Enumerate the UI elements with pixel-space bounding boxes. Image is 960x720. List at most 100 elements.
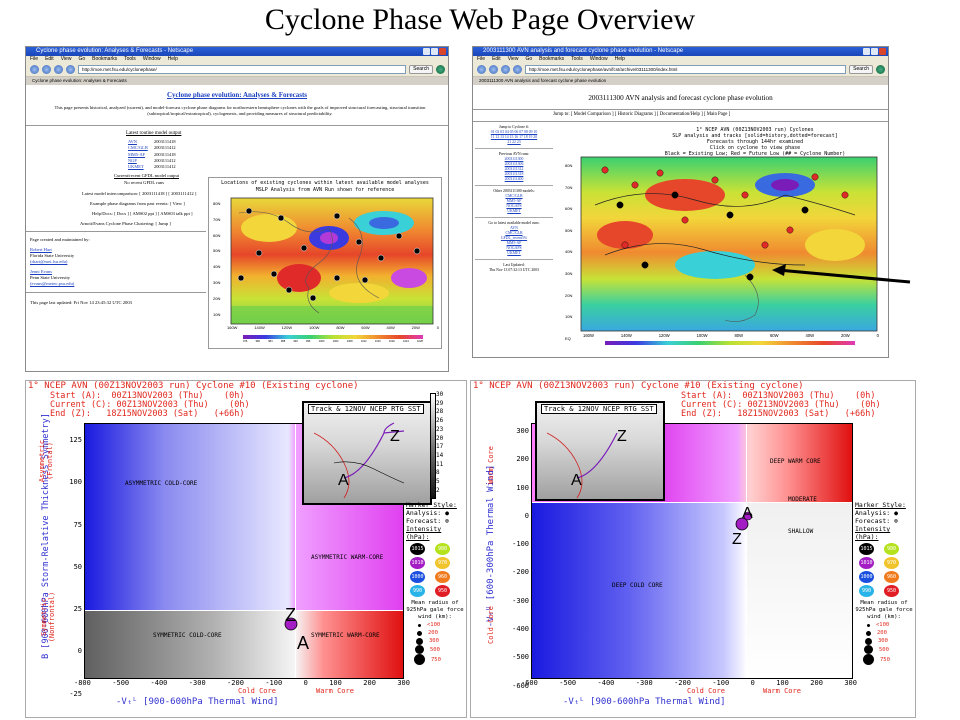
minimize-button[interactable] bbox=[863, 48, 870, 55]
help-links[interactable]: Help/Docs: [ Docs ] [ AMS02 ppt ] [ AMS0… bbox=[92, 211, 193, 216]
menu-window[interactable]: Window bbox=[589, 56, 608, 62]
previous-run-link[interactable]: 2003111312 bbox=[504, 167, 524, 171]
left-plot-end: End (Z): 18Z15NOV2003 (Sat) (+66h) bbox=[50, 409, 245, 419]
menu-help[interactable]: Help bbox=[167, 56, 178, 62]
previous-run-link[interactable]: 2003111300 bbox=[504, 157, 524, 161]
legend-radius-row: 500 bbox=[855, 645, 913, 654]
other-model-link[interactable]: MM5-AF bbox=[506, 199, 522, 203]
menu-file[interactable]: File bbox=[477, 56, 486, 62]
menu-view[interactable]: View bbox=[60, 56, 72, 62]
author2-email[interactable]: (evans@meteo.psu.edu) bbox=[30, 281, 75, 286]
model-link-mm5[interactable]: MM5-AF bbox=[128, 151, 146, 157]
lon-label: 40W bbox=[386, 325, 395, 330]
example-link[interactable]: Example phase diagrams from past events:… bbox=[90, 201, 185, 206]
sst-label: 30 bbox=[436, 391, 444, 398]
author1-link[interactable]: Robert Hart bbox=[30, 247, 52, 252]
reload-icon[interactable] bbox=[54, 65, 63, 74]
reload-icon[interactable] bbox=[501, 65, 510, 74]
menu-bookmarks[interactable]: Bookmarks bbox=[92, 56, 118, 62]
model-link-ngp[interactable]: NGP bbox=[128, 157, 137, 163]
ytick: 100 bbox=[516, 483, 529, 492]
close-button[interactable] bbox=[879, 48, 886, 55]
model-link-cmc[interactable]: CMC/GLB bbox=[128, 145, 148, 151]
left-cyclone-map[interactable]: Locations of existing cyclones within la… bbox=[208, 177, 442, 349]
radius-label: 750 bbox=[431, 656, 441, 663]
maximize-button[interactable] bbox=[871, 48, 878, 55]
close-button[interactable] bbox=[439, 48, 446, 55]
lon-label: 80W bbox=[336, 325, 345, 330]
model-link-ukmet[interactable]: UKMET bbox=[128, 164, 144, 170]
left-tab[interactable]: Cyclone phase evolution: Analyses & Fore… bbox=[26, 77, 448, 85]
forward-icon[interactable] bbox=[42, 65, 51, 74]
sst-label: 8 bbox=[436, 469, 440, 477]
right-cyclone-map[interactable]: 1° NCEP AVN (00Z13NOV2003 run) Cyclones … bbox=[565, 125, 881, 351]
lat-label: 50N bbox=[565, 227, 573, 233]
goto-model-link[interactable]: UKMET bbox=[507, 251, 521, 255]
right-plot-start: Start (A): 00Z13NOV2003 (Thu) (0h) bbox=[681, 391, 876, 401]
intercomparison-links[interactable]: Latest model intercomparison: [ 20031114… bbox=[82, 191, 197, 196]
cyclone-links-row2[interactable]: 11 12 13 14 15 16 17 18 19 20 bbox=[490, 135, 538, 139]
menu-edit[interactable]: Edit bbox=[492, 56, 501, 62]
previous-run-link[interactable]: 2003111306 bbox=[504, 162, 524, 166]
menu-tools[interactable]: Tools bbox=[124, 56, 136, 62]
right-search-button[interactable]: Search bbox=[849, 65, 873, 74]
minimize-button[interactable] bbox=[423, 48, 430, 55]
last-updated-label: Last Updated: bbox=[503, 263, 525, 267]
menu-go[interactable]: Go bbox=[78, 56, 86, 62]
maximize-button[interactable] bbox=[431, 48, 438, 55]
right-tab[interactable]: 2003111300 AVN analysis and forecast cyc… bbox=[473, 77, 888, 85]
stop-icon[interactable] bbox=[513, 65, 522, 74]
menu-view[interactable]: View bbox=[507, 56, 519, 62]
menu-go[interactable]: Go bbox=[525, 56, 533, 62]
right-window-titlebar[interactable]: 2003111300 AVN analysis and forecast cyc… bbox=[473, 47, 888, 56]
goto-model-link[interactable]: CMC/GLB bbox=[505, 231, 523, 235]
menu-help[interactable]: Help bbox=[614, 56, 625, 62]
other-model-link[interactable]: CMC/GLB bbox=[505, 194, 523, 198]
region-label: SYMMETRIC COLD-CORE bbox=[153, 632, 222, 639]
menu-file[interactable]: File bbox=[30, 56, 39, 62]
author1-email[interactable]: (rhart@met.fsu.edu) bbox=[30, 259, 68, 264]
other-model-link[interactable]: UKMET bbox=[507, 209, 521, 213]
menu-edit[interactable]: Edit bbox=[45, 56, 54, 62]
xtick: 100 bbox=[776, 679, 789, 687]
lat-label: 30N bbox=[213, 279, 221, 285]
forward-icon[interactable] bbox=[489, 65, 498, 74]
radius-label: 300 bbox=[429, 638, 439, 644]
goto-model-link[interactable]: GFDL_recent5% bbox=[500, 236, 528, 240]
left-map-lon-axis: 160W 140W 120W 100W 80W 60W 40W 20W 0 bbox=[227, 325, 439, 330]
sst-label: 14 bbox=[436, 451, 444, 459]
right-url-field[interactable]: http://moe.met.fsu.edu/cyclonephase/avn/… bbox=[525, 65, 847, 74]
xtick: 300 bbox=[844, 679, 857, 687]
arnott-link[interactable]: Arnott/Evans Cyclone Phase Clustering: [… bbox=[80, 221, 171, 226]
xtick: -600 bbox=[521, 679, 538, 687]
menu-bookmarks[interactable]: Bookmarks bbox=[539, 56, 565, 62]
cyclone-links-row3[interactable]: 21 22 23 bbox=[507, 140, 521, 144]
goto-model-link[interactable]: NOGAPS bbox=[506, 246, 522, 250]
right-jump-links[interactable]: Jump to: [ Model Comparison ] [ Historic… bbox=[553, 112, 731, 117]
back-icon[interactable] bbox=[30, 65, 39, 74]
goto-model-link[interactable]: AVN bbox=[510, 226, 518, 230]
left-phase-diagram: 1° NCEP AVN (00Z13NOV2003 run) Cyclone #… bbox=[25, 380, 467, 718]
left-window-titlebar[interactable]: Cyclone phase evolution: Analyses & Fore… bbox=[26, 47, 448, 56]
legend-radius-row: 500 bbox=[406, 645, 464, 654]
menu-tools[interactable]: Tools bbox=[571, 56, 583, 62]
ytick: 300 bbox=[516, 427, 529, 435]
legend-radius-row: 200 bbox=[406, 629, 464, 637]
left-url-field[interactable]: http://moe.met.fsu.edu/cyclonephase/ bbox=[78, 65, 407, 74]
menu-window[interactable]: Window bbox=[142, 56, 161, 62]
cyclone-links-row1[interactable]: 01 02 03 04 05 06 07 08 09 10 bbox=[490, 130, 538, 134]
goto-model-link[interactable]: MM5-AF bbox=[506, 241, 522, 245]
left-search-button[interactable]: Search bbox=[409, 65, 433, 74]
stop-icon[interactable] bbox=[66, 65, 75, 74]
previous-run-link[interactable]: 2003111400 bbox=[504, 177, 524, 181]
other-model-link[interactable]: NOGAPS bbox=[506, 204, 522, 208]
colorbar-label: 1016 bbox=[374, 340, 381, 343]
legend-analysis-row: Analysis: ● bbox=[855, 509, 899, 517]
radius-label: <100 bbox=[427, 622, 441, 628]
lon-label: 20W bbox=[841, 333, 850, 338]
right-map-field bbox=[580, 156, 878, 332]
back-icon[interactable] bbox=[477, 65, 486, 74]
model-link-avn[interactable]: AVN bbox=[128, 139, 137, 144]
previous-run-link[interactable]: 2003111318 bbox=[504, 172, 524, 176]
author2-link[interactable]: Jenni Evans bbox=[30, 269, 53, 274]
